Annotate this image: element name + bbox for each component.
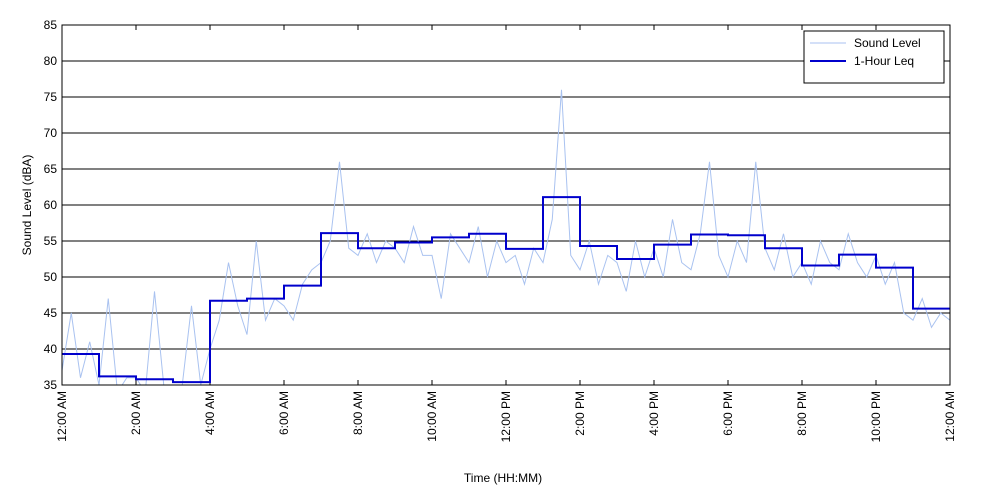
y-tick-label: 45 xyxy=(44,306,58,320)
y-tick-label: 75 xyxy=(44,90,58,104)
x-tick-label: 4:00 PM xyxy=(647,391,661,436)
y-axis-label: Sound Level (dBA) xyxy=(20,155,34,256)
legend-label: Sound Level xyxy=(854,36,921,50)
x-axis-label: Time (HH:MM) xyxy=(464,471,542,485)
x-tick-label: 2:00 AM xyxy=(129,391,143,435)
x-tick-label: 2:00 PM xyxy=(573,391,587,436)
y-tick-label: 85 xyxy=(44,18,58,32)
x-tick-label: 12:00 PM xyxy=(499,391,513,442)
x-tick-label: 10:00 PM xyxy=(869,391,883,442)
x-tick-label: 12:00 AM xyxy=(55,391,69,442)
x-tick-label: 6:00 AM xyxy=(277,391,291,435)
x-tick-label: 8:00 PM xyxy=(795,391,809,436)
y-tick-label: 50 xyxy=(44,270,58,284)
legend-box xyxy=(803,30,945,84)
y-tick-label: 35 xyxy=(44,378,58,392)
y-tick-label: 65 xyxy=(44,162,58,176)
y-tick-label: 55 xyxy=(44,234,58,248)
leq-step-line xyxy=(62,196,950,384)
y-tick-label: 70 xyxy=(44,126,58,140)
x-tick-label: 6:00 PM xyxy=(721,391,735,436)
y-tick-label: 40 xyxy=(44,342,58,356)
legend-label: 1-Hour Leq xyxy=(854,54,914,68)
y-tick-label: 60 xyxy=(44,198,58,212)
x-tick-label: 12:00 AM xyxy=(943,391,957,442)
x-tick-label: 10:00 AM xyxy=(425,391,439,442)
plot-frame xyxy=(61,24,951,386)
series-layer xyxy=(62,89,950,385)
x-tick-label: 8:00 AM xyxy=(351,391,365,435)
y-tick-label: 80 xyxy=(44,54,58,68)
x-tick-label: 4:00 AM xyxy=(203,391,217,435)
